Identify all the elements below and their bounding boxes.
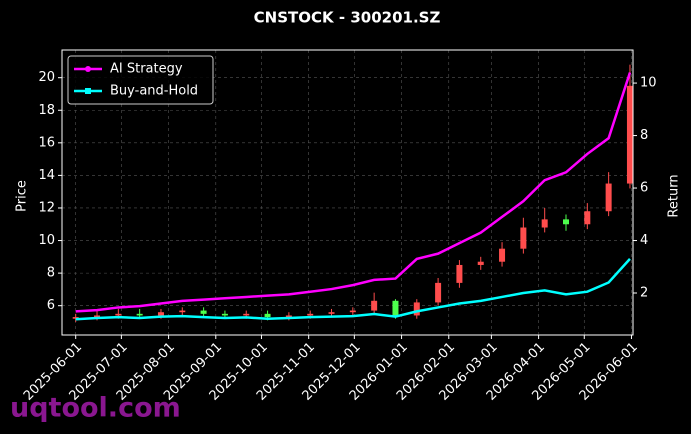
- legend-marker: [85, 88, 91, 94]
- candle-body: [563, 219, 570, 225]
- candle-body: [94, 315, 101, 318]
- y-tick-label: 10: [38, 233, 55, 248]
- candle-body: [456, 264, 463, 283]
- candle-body: [499, 248, 506, 262]
- y-tick-label: 12: [38, 200, 55, 215]
- candle-body: [221, 313, 228, 316]
- candle-body: [136, 313, 143, 316]
- y2-tick-label: 4: [640, 233, 648, 248]
- candle-body: [392, 300, 399, 316]
- y2-axis-label: Return: [667, 174, 682, 217]
- candle-body: [477, 261, 484, 265]
- candle-body: [584, 211, 591, 225]
- y-tick-label: 16: [38, 135, 55, 150]
- legend-marker: [85, 66, 91, 72]
- candle-body: [264, 313, 271, 318]
- candle-body: [285, 315, 292, 318]
- candle-body: [307, 313, 314, 316]
- plot-frame: [61, 49, 634, 336]
- candle-body: [157, 312, 164, 316]
- candle-body: [349, 310, 356, 313]
- y2-tick-label: 6: [640, 181, 648, 196]
- candle-body: [200, 310, 207, 314]
- candle-body: [605, 183, 612, 212]
- candle-body: [371, 300, 378, 311]
- candle-body: [435, 282, 442, 303]
- y2-tick-label: 2: [640, 286, 648, 301]
- watermark: uqtool.com: [10, 393, 181, 424]
- candle-body: [115, 313, 122, 316]
- candle-body: [328, 312, 335, 314]
- chart-title: CNSTOCK - 300201.SZ: [254, 9, 441, 27]
- return-line: [75, 258, 631, 321]
- candle-body: [541, 219, 548, 228]
- candle-body: [413, 302, 420, 316]
- y2-tick-label: 10: [640, 76, 657, 91]
- legend-label: Buy-and-Hold: [110, 84, 198, 99]
- y-tick-label: 14: [38, 168, 55, 183]
- y-tick-label: 18: [38, 103, 55, 118]
- y2-tick-label: 8: [640, 128, 648, 143]
- y-tick-label: 8: [47, 266, 55, 281]
- candle-body: [179, 310, 186, 313]
- legend-box: [67, 55, 214, 105]
- y-axis-label: Price: [15, 180, 30, 212]
- candle-body: [72, 317, 79, 319]
- candle-body: [626, 85, 633, 184]
- candle-body: [243, 313, 250, 316]
- candle-body: [520, 227, 527, 249]
- legend-label: AI Strategy: [110, 62, 183, 77]
- return-line: [75, 72, 632, 313]
- y-tick-label: 20: [38, 70, 55, 85]
- y-tick-label: 6: [47, 298, 55, 313]
